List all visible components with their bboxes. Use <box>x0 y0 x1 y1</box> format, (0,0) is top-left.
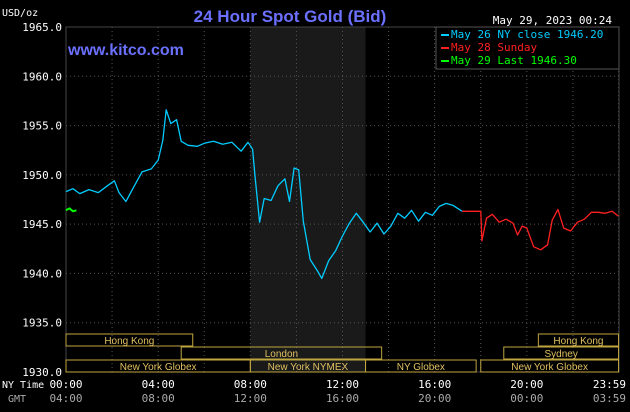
y-tick-label: 1965.0 <box>22 21 62 34</box>
timestamp: May 29, 2023 00:24 <box>493 14 613 27</box>
x-tick-label-gmt: 08:00 <box>142 392 175 405</box>
x-tick-label-gmt: 03:59 <box>593 392 626 405</box>
session-box <box>537 333 620 347</box>
x-tick-label-ny: 00:00 <box>49 378 82 391</box>
session-box <box>480 359 620 373</box>
session-box <box>180 346 383 360</box>
unit-label: USD/oz <box>2 8 38 19</box>
x-tick-label-gmt: 20:00 <box>418 392 451 405</box>
series-line <box>65 207 77 213</box>
x-tick-label-gmt: 04:00 <box>49 392 82 405</box>
legend-label: May 28 Sunday <box>451 41 537 54</box>
session-box <box>65 333 194 347</box>
y-tick-label: 1935.0 <box>22 317 62 330</box>
session-label: New York Globex <box>120 362 197 373</box>
session-box <box>503 346 620 360</box>
y-tick-label: 1950.0 <box>22 169 62 182</box>
session-label: New York NYMEX <box>268 362 349 373</box>
session-label: Sydney <box>544 349 577 360</box>
legend-label: May 29 Last 1946.30 <box>451 54 577 67</box>
x-tick-label-ny: 20:00 <box>510 378 543 391</box>
session-label: Hong Kong <box>104 336 154 347</box>
x-tick-label-gmt: 12:00 <box>234 392 267 405</box>
y-tick-label: 1930.0 <box>22 366 62 379</box>
session-label: NY Globex <box>397 362 445 373</box>
x-axis-label-gmt: GMT <box>8 394 26 405</box>
session-box <box>365 359 477 373</box>
chart-title: 24 Hour Spot Gold (Bid) <box>194 7 387 26</box>
y-tick-label: 1960.0 <box>22 70 62 83</box>
legend-box <box>435 26 620 70</box>
x-tick-label-gmt: 00:00 <box>510 392 543 405</box>
y-tick-label: 1945.0 <box>22 218 62 231</box>
session-label: New York Globex <box>511 362 588 373</box>
x-tick-label-ny: 12:00 <box>326 378 359 391</box>
x-tick-label-ny: 16:00 <box>418 378 451 391</box>
session-label: London <box>265 349 298 360</box>
x-tick-label-ny: 08:00 <box>234 378 267 391</box>
x-tick-label-ny: 23:59 <box>593 378 626 391</box>
website-label: www.kitco.com <box>67 42 184 59</box>
y-tick-label: 1955.0 <box>22 120 62 133</box>
x-tick-label-gmt: 16:00 <box>326 392 359 405</box>
legend-label: May 26 NY close 1946.20 <box>451 28 603 41</box>
series-line <box>462 208 619 251</box>
x-tick-label-ny: 04:00 <box>142 378 175 391</box>
x-axis-label-ny: NY Time <box>2 380 44 391</box>
session-label: Hong Kong <box>553 336 603 347</box>
series-line <box>65 109 463 280</box>
y-tick-label: 1940.0 <box>22 267 62 280</box>
